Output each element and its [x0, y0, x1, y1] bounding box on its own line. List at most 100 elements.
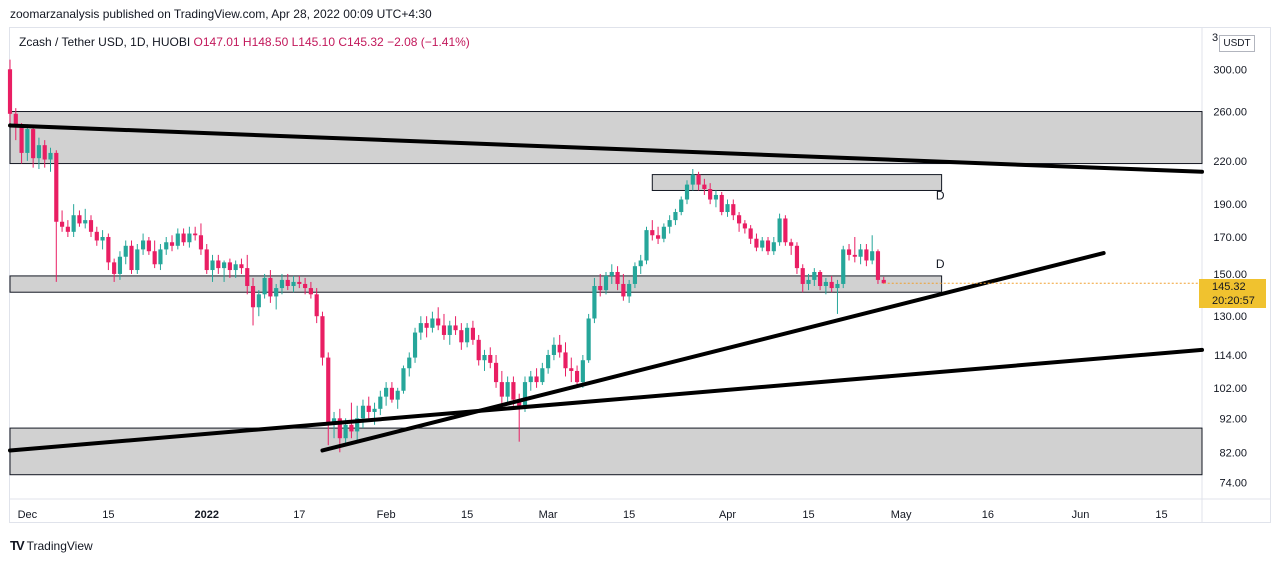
candle-body — [245, 268, 250, 287]
candle-body — [673, 212, 678, 221]
legend-change: −2.08 (−1.41%) — [387, 35, 470, 49]
candle-body — [401, 368, 406, 391]
candle — [725, 199, 730, 217]
candle — [198, 223, 204, 255]
candle — [818, 270, 823, 291]
candle — [777, 213, 782, 246]
currency-unit-button[interactable]: USDT — [1219, 35, 1255, 52]
candle — [528, 370, 533, 391]
time-tick-label: 15 — [802, 509, 814, 521]
candle-body — [638, 260, 643, 267]
candle-body — [378, 396, 383, 409]
candle — [823, 277, 828, 295]
candle-body — [846, 249, 852, 255]
candle-body — [337, 418, 342, 439]
candle — [806, 273, 811, 291]
candle — [661, 223, 666, 243]
candle — [117, 251, 123, 280]
candle-body — [522, 382, 528, 409]
time-tick-label: Mar — [539, 509, 558, 521]
candle-body — [690, 174, 695, 185]
candle — [881, 276, 886, 284]
candle-body — [424, 323, 429, 328]
candle-body — [59, 221, 65, 227]
candle-body — [360, 405, 366, 419]
candle — [609, 264, 614, 284]
candle — [181, 228, 186, 246]
candle-body — [476, 339, 481, 361]
candle-body — [794, 245, 800, 269]
legend-close: C145.32 — [338, 35, 384, 49]
candle — [476, 334, 481, 366]
candle-body — [239, 264, 244, 269]
candle — [650, 220, 655, 241]
candle — [245, 254, 250, 295]
candle-body — [349, 424, 354, 432]
candle — [314, 288, 319, 324]
candle-body — [482, 354, 487, 361]
candle-body — [580, 360, 585, 383]
candle-body — [864, 249, 869, 261]
price-axis: 300.00 260.00 220.00 190.00 170.00 150.00 130.… — [1213, 64, 1247, 489]
candle-body — [222, 262, 227, 269]
candle — [731, 199, 736, 221]
tradingview-brand[interactable]: TV TradingView — [10, 538, 93, 553]
candle-body — [800, 268, 805, 284]
candle — [42, 140, 47, 168]
candle — [465, 323, 470, 348]
candle — [569, 357, 574, 383]
brand-name: TradingView — [26, 538, 93, 553]
candle — [274, 283, 279, 310]
candle-body — [158, 249, 163, 265]
candle-body — [789, 242, 794, 246]
candle-body — [841, 249, 846, 284]
candle — [210, 254, 215, 282]
candle-body — [25, 129, 30, 153]
candle-body — [314, 294, 319, 317]
price-tick-label: 190.00 — [1213, 199, 1247, 211]
candle — [424, 316, 429, 338]
candle-body — [13, 113, 18, 126]
candle — [603, 271, 609, 295]
candle — [250, 277, 256, 326]
annotation-label: D — [936, 257, 945, 271]
candle — [644, 226, 649, 265]
candle — [222, 260, 227, 282]
legend-low: L145.10 — [291, 35, 336, 49]
candle-body — [152, 251, 157, 265]
price-tick-label: 300.00 — [1213, 64, 1247, 76]
candle-body — [146, 240, 151, 252]
candle-layer — [7, 59, 886, 453]
candle-body — [823, 281, 828, 287]
candle-body — [493, 362, 499, 383]
candle — [378, 390, 383, 416]
published-line: zoomarzanalysis published on TradingView… — [10, 7, 432, 21]
candle-body — [546, 354, 551, 369]
trendline — [320, 251, 1106, 453]
candle-body — [569, 368, 574, 371]
candle — [488, 347, 493, 369]
candle-body — [725, 204, 730, 213]
candle-body — [644, 230, 649, 261]
candle-body — [754, 238, 759, 248]
candle — [152, 240, 157, 269]
price-axis-top-clip: 3 — [1212, 32, 1219, 44]
legend-symbol: Zcash / Tether USD, 1D, HUOBI — [19, 35, 191, 49]
candle-body — [210, 260, 215, 271]
zone-rect — [9, 275, 943, 293]
trendline — [8, 347, 1204, 453]
candle — [395, 387, 400, 409]
candle — [216, 254, 221, 274]
candle — [858, 244, 863, 265]
last-price-value: 145.32 — [1212, 281, 1246, 293]
candle-body — [777, 218, 782, 243]
candle — [407, 352, 412, 377]
candle-body — [407, 357, 412, 369]
candle-body — [875, 251, 881, 280]
candle-body — [806, 279, 811, 284]
candle — [638, 254, 643, 274]
candle-body — [528, 376, 533, 383]
zone-rect — [9, 427, 1203, 476]
candle-body — [48, 152, 53, 160]
